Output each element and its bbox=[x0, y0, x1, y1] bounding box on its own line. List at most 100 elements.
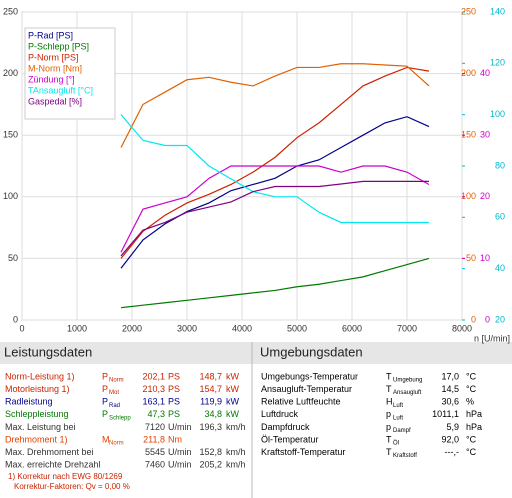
y4-tick-label: 60 bbox=[495, 212, 505, 222]
y2-tick-label: 100 bbox=[461, 191, 476, 201]
y4-tick-label: 140 bbox=[490, 6, 505, 16]
row-label: Max. Leistung bei bbox=[5, 422, 76, 432]
row-cell: °C bbox=[466, 371, 477, 381]
row-cell: 210,3 bbox=[142, 384, 165, 394]
row-symbol: P bbox=[102, 384, 108, 394]
row-cell: PS bbox=[168, 409, 180, 419]
row-symbol: T bbox=[386, 384, 392, 394]
row-cell: 1011,1 bbox=[432, 409, 459, 419]
x-tick-label: 8000 bbox=[452, 323, 472, 333]
y4-tick-label: 100 bbox=[490, 109, 505, 119]
row-label: Drehmoment 1) bbox=[5, 434, 68, 444]
row-label: Radleistung bbox=[5, 397, 53, 407]
footnote: Korrektur-Faktoren: Qv = 0,00 % bbox=[14, 482, 130, 491]
row-symbol-sub: Schlepp bbox=[109, 415, 131, 421]
y-tick-label: 200 bbox=[3, 68, 18, 78]
row-label: Dampfdruck bbox=[261, 422, 310, 432]
row-cell: kW bbox=[226, 397, 240, 407]
row-label: Ansaugluft-Temperatur bbox=[261, 384, 352, 394]
row-cell: °C bbox=[466, 447, 477, 457]
row-label: Max. erreichte Drehzahl bbox=[5, 460, 101, 470]
y4-tick-label: 80 bbox=[495, 160, 505, 170]
y-tick-label: 250 bbox=[3, 6, 18, 16]
row-symbol: M bbox=[102, 434, 110, 444]
x-tick-label: 0 bbox=[19, 323, 24, 333]
row-cell: hPa bbox=[466, 409, 482, 419]
row-cell: U/min bbox=[168, 447, 192, 457]
y3-tick-label: 10 bbox=[480, 253, 490, 263]
y-tick-label: 0 bbox=[13, 314, 18, 324]
row-cell: kW bbox=[226, 371, 240, 381]
row-cell: 5,9 bbox=[446, 422, 459, 432]
row-cell: 148,7 bbox=[199, 371, 222, 381]
row-symbol: T bbox=[386, 371, 392, 381]
row-symbol: P bbox=[102, 397, 108, 407]
row-symbol-sub: Norm bbox=[109, 378, 124, 384]
row-label: Max. Drehmoment bei bbox=[5, 447, 94, 457]
y2-tick-label: 150 bbox=[461, 130, 476, 140]
legend-entry: P-Rad [PS] bbox=[28, 30, 73, 40]
row-symbol-sub: Luft bbox=[393, 415, 403, 421]
row-cell: 7460 bbox=[145, 460, 165, 470]
row-symbol: P bbox=[102, 371, 108, 381]
series-line bbox=[120, 165, 430, 253]
row-cell: 30,6 bbox=[441, 397, 459, 407]
y3-tick-label: 30 bbox=[480, 130, 490, 140]
row-cell: 152,8 bbox=[199, 447, 222, 457]
row-symbol: P bbox=[102, 409, 108, 419]
row-symbol-sub: Mot bbox=[109, 390, 119, 396]
y3-tick-label: 0 bbox=[485, 314, 490, 324]
row-symbol: T bbox=[386, 447, 392, 457]
x-tick-label: 1000 bbox=[67, 323, 87, 333]
row-symbol: H bbox=[386, 397, 393, 407]
y-tick-label: 150 bbox=[3, 130, 18, 140]
y2-tick-label: 200 bbox=[461, 68, 476, 78]
row-label: Schleppleistung bbox=[5, 409, 69, 419]
row-label: Öl-Temperatur bbox=[261, 434, 319, 444]
row-symbol-sub: Kraftstoff bbox=[393, 453, 417, 459]
series-line bbox=[120, 114, 429, 224]
legend-box bbox=[24, 27, 116, 120]
x-axis-label: n [U/min] bbox=[474, 333, 510, 343]
row-cell: U/min bbox=[168, 422, 192, 432]
y4-tick-label: 20 bbox=[495, 314, 505, 324]
legend-entry: Gaspedal [%] bbox=[28, 96, 82, 106]
row-cell: PS bbox=[168, 397, 180, 407]
row-cell: km/h bbox=[226, 422, 246, 432]
row-cell: 154,7 bbox=[199, 384, 222, 394]
y2-tick-label: 0 bbox=[471, 314, 476, 324]
row-symbol-sub: Ansaugluft bbox=[393, 390, 422, 396]
row-cell: 205,2 bbox=[199, 460, 222, 470]
series-line bbox=[120, 257, 430, 309]
x-tick-label: 4000 bbox=[232, 323, 252, 333]
row-cell: 5545 bbox=[145, 447, 165, 457]
row-cell: km/h bbox=[226, 447, 246, 457]
row-cell: °C bbox=[466, 434, 477, 444]
row-label: Relative Luftfeuchte bbox=[261, 397, 341, 407]
y-tick-label: 100 bbox=[3, 191, 18, 201]
x-tick-label: 2000 bbox=[122, 323, 142, 333]
row-cell: 7120 bbox=[145, 422, 165, 432]
row-cell: 211,8 bbox=[143, 434, 165, 444]
y2-tick-label: 250 bbox=[461, 6, 476, 16]
x-tick-label: 7000 bbox=[397, 323, 417, 333]
y4-tick-label: 40 bbox=[495, 263, 505, 273]
row-symbol-sub: Norm bbox=[109, 441, 124, 447]
row-cell: 196,3 bbox=[199, 422, 222, 432]
row-cell: hPa bbox=[466, 422, 482, 432]
row-cell: 119,9 bbox=[200, 397, 222, 407]
row-cell: 14,5 bbox=[441, 384, 459, 394]
row-symbol-sub: Rad bbox=[109, 403, 120, 409]
series-line bbox=[120, 63, 430, 148]
legend-entry: P-Norm [PS] bbox=[28, 52, 79, 62]
row-cell: 92,0 bbox=[441, 434, 459, 444]
row-cell: °C bbox=[466, 384, 477, 394]
footnote: 1) Korrektur nach EWG 80/1269 bbox=[8, 472, 123, 481]
row-symbol: p bbox=[386, 409, 391, 419]
x-tick-label: 6000 bbox=[342, 323, 362, 333]
x-tick-label: 3000 bbox=[177, 323, 197, 333]
row-cell: PS bbox=[168, 384, 180, 394]
row-label: Motorleistung 1) bbox=[5, 384, 70, 394]
row-cell: 34,8 bbox=[204, 409, 222, 419]
